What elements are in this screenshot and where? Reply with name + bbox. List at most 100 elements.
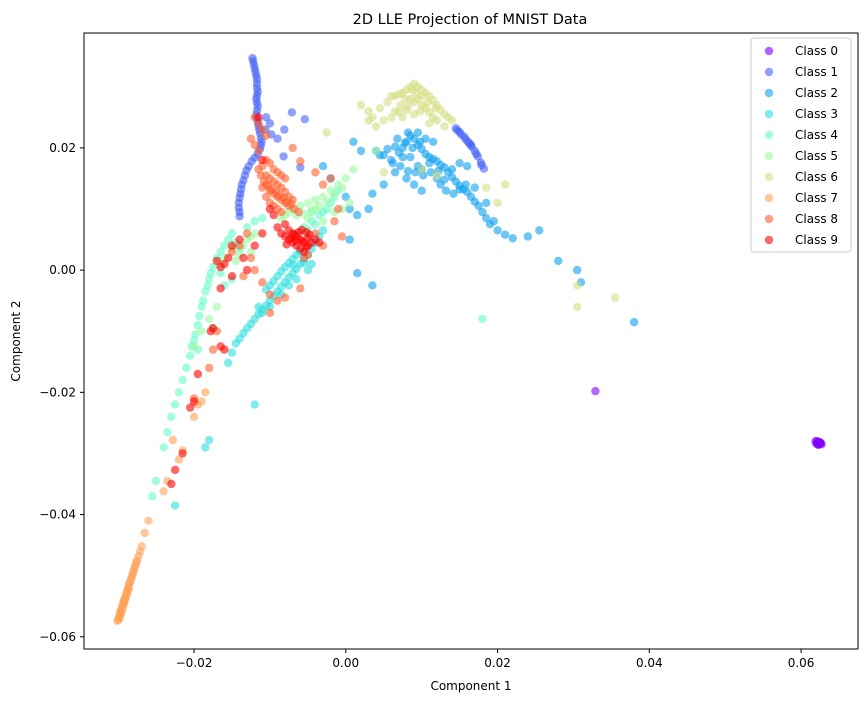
legend-label: Class 2	[795, 86, 838, 100]
data-point	[178, 449, 187, 458]
data-point	[144, 516, 153, 525]
data-point	[280, 174, 290, 183]
data-point	[163, 427, 172, 437]
data-point	[482, 198, 491, 208]
data-point	[449, 189, 458, 198]
data-point	[440, 175, 449, 184]
data-point	[447, 165, 457, 174]
data-point	[318, 217, 328, 226]
data-point	[254, 302, 263, 311]
data-point	[250, 241, 259, 250]
data-point	[269, 210, 278, 220]
data-point	[201, 287, 210, 296]
data-point	[132, 558, 141, 567]
data-point	[461, 180, 470, 189]
data-point	[573, 281, 582, 290]
series-class-9	[167, 113, 324, 489]
data-point	[402, 174, 411, 183]
data-point	[477, 160, 486, 170]
data-point	[235, 241, 244, 250]
data-point	[224, 253, 233, 263]
series-class-7	[113, 388, 210, 626]
legend-label: Class 9	[795, 233, 838, 247]
data-point	[337, 232, 347, 241]
data-point	[159, 443, 168, 452]
data-point	[396, 100, 405, 110]
data-point	[246, 134, 256, 143]
data-point	[287, 108, 297, 117]
data-point	[383, 97, 392, 107]
data-point	[242, 223, 252, 232]
data-point	[390, 168, 400, 177]
data-point	[288, 143, 297, 153]
data-point	[417, 186, 426, 195]
data-point	[178, 375, 187, 385]
data-point	[326, 174, 335, 183]
data-point	[311, 220, 320, 229]
data-point	[113, 616, 122, 626]
data-point	[193, 369, 202, 379]
data-point	[292, 275, 301, 284]
data-point	[216, 247, 225, 256]
data-point	[318, 226, 328, 235]
data-point	[220, 241, 229, 250]
data-point	[261, 113, 271, 122]
data-point	[416, 137, 425, 146]
data-point	[167, 479, 176, 489]
data-point	[124, 584, 133, 594]
data-point	[216, 342, 225, 351]
legend-item: Class 1	[764, 65, 838, 79]
series-class-1	[234, 53, 489, 221]
data-point	[353, 210, 362, 220]
x-tick-label: 0.06	[788, 656, 815, 670]
data-point	[379, 116, 388, 125]
data-point	[465, 139, 474, 148]
data-point	[368, 189, 377, 198]
data-point	[148, 492, 157, 501]
data-point	[408, 143, 417, 153]
data-point	[535, 226, 544, 235]
data-point	[417, 165, 426, 174]
data-point	[186, 403, 195, 412]
legend-item: Class 6	[764, 170, 838, 184]
data-point	[302, 242, 311, 252]
data-point	[322, 197, 331, 206]
data-point	[489, 217, 498, 226]
legend-item: Class 3	[764, 107, 838, 121]
data-point	[282, 240, 291, 249]
data-point	[341, 192, 350, 201]
y-tick-label: −0.06	[39, 630, 76, 644]
series-class-6	[322, 79, 620, 311]
data-point	[258, 278, 267, 287]
series-class-3	[170, 226, 328, 510]
data-point	[375, 104, 385, 113]
legend-label: Class 3	[795, 107, 838, 121]
data-point	[205, 314, 214, 324]
data-point	[371, 146, 381, 156]
legend-marker	[764, 67, 774, 77]
y-tick-label: −0.04	[39, 508, 76, 522]
data-point	[231, 339, 240, 348]
data-point	[201, 388, 210, 397]
data-point	[254, 146, 263, 156]
data-point	[137, 542, 146, 551]
data-point	[398, 113, 407, 122]
data-point	[330, 189, 339, 198]
data-point	[197, 327, 206, 336]
data-point	[291, 236, 300, 245]
data-point	[170, 465, 180, 475]
data-point	[322, 128, 331, 137]
data-point	[390, 142, 400, 151]
x-axis: −0.02 0.00 0.02 0.04 0.06	[176, 649, 815, 670]
data-point	[591, 386, 600, 396]
data-point	[159, 487, 168, 496]
data-point	[337, 183, 347, 192]
legend-label: Class 5	[795, 149, 838, 163]
data-point	[116, 606, 125, 616]
data-point	[168, 435, 177, 445]
data-point	[265, 159, 275, 168]
data-point	[406, 152, 415, 162]
legend-marker	[764, 88, 774, 98]
data-point	[296, 163, 305, 172]
data-point	[428, 137, 438, 146]
